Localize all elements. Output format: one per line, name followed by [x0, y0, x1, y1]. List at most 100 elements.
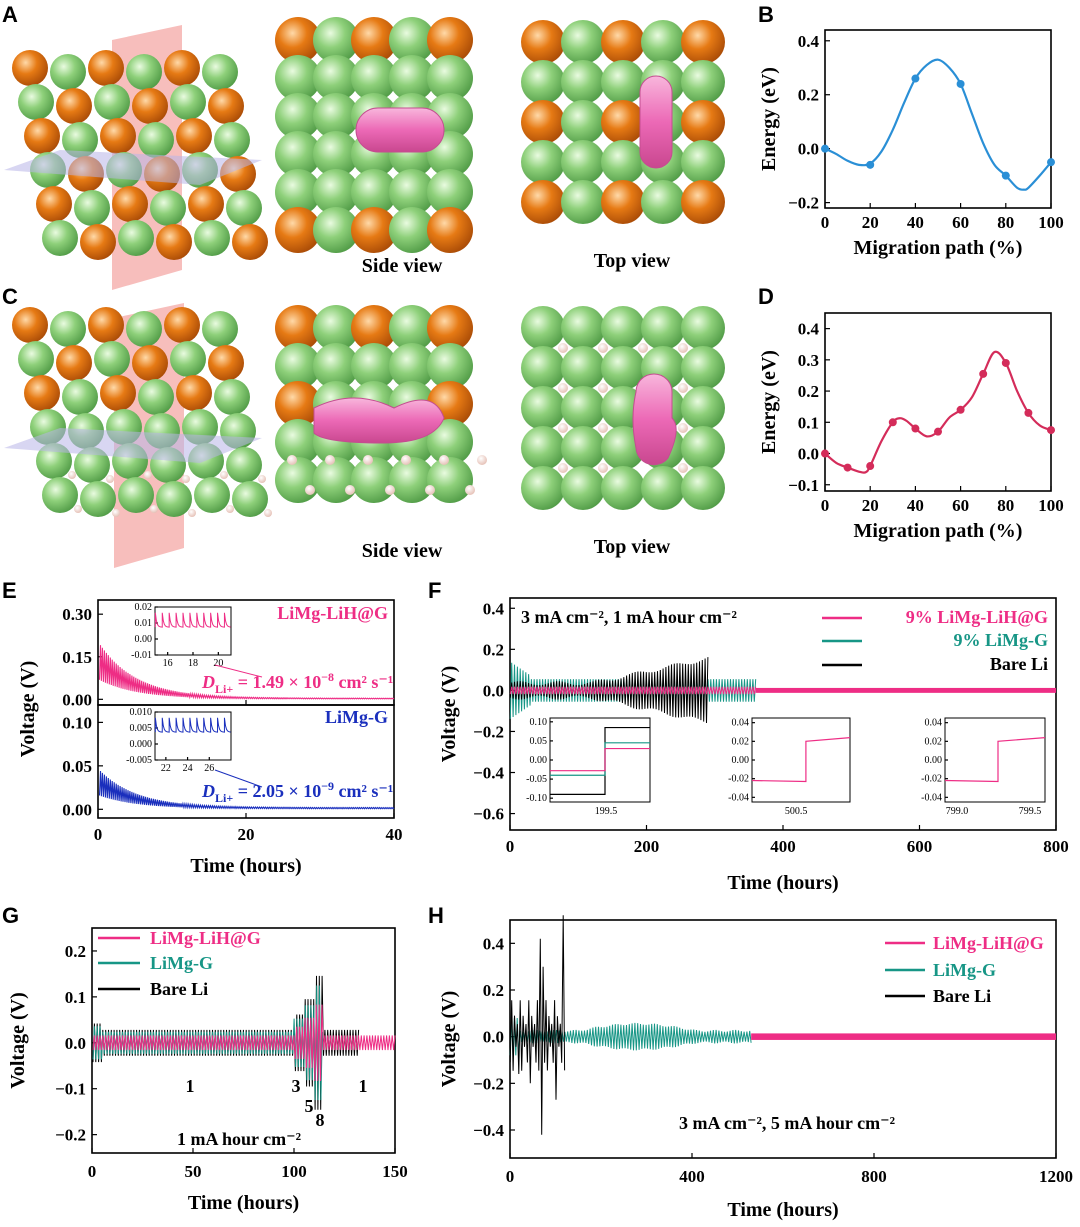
li-atom-icon	[118, 220, 154, 256]
li-atom-icon	[389, 169, 435, 215]
li-atom-icon	[561, 466, 605, 510]
energy-point	[821, 144, 829, 153]
y-tick-label: 0.000	[130, 739, 153, 750]
diffusivity-subscript: Li+	[215, 791, 233, 805]
diffusivity-symbol: D	[201, 672, 215, 692]
side-view-caption-a: Side view	[362, 255, 443, 277]
structure-c-illustrations: Side view Top view	[4, 303, 725, 568]
li-atom-icon	[74, 190, 110, 226]
h-atom-icon	[465, 485, 475, 495]
y-tick-label: 0.15	[62, 648, 92, 667]
li-atom-icon	[681, 60, 725, 104]
x-tick-label: 800	[1043, 837, 1069, 856]
li-atom-icon	[18, 341, 54, 377]
li-atom-icon	[427, 169, 473, 215]
chart-d-energy-profile: 0 20 40 60 80 100 −0.1 0.0 0.1 0.2 0.3 0.4 Migration…	[758, 312, 1064, 542]
h-atom-icon	[678, 343, 688, 353]
y-tick-label: 0.02	[925, 736, 943, 747]
y-tick-label: -0.02	[728, 774, 749, 785]
inset-step-trace	[751, 737, 851, 783]
panel-label-g: G	[2, 903, 19, 928]
h-atom-icon	[598, 463, 608, 473]
li-atom-icon	[681, 346, 725, 390]
energy-point	[843, 463, 852, 472]
x-tick-label: 80	[997, 213, 1014, 232]
h-atom-icon	[182, 475, 190, 483]
y-axis-label: Voltage (V)	[17, 661, 39, 757]
inset-step-trace	[944, 737, 1046, 783]
li-atom-icon	[18, 84, 54, 120]
legend-entry: Bare Li	[990, 654, 1048, 674]
li-atom-icon	[389, 55, 435, 101]
li-atom-icon	[521, 140, 565, 184]
energy-point	[1024, 408, 1033, 417]
mg-atom-icon	[427, 305, 473, 351]
li-atom-icon	[561, 346, 605, 390]
x-axis-label: Time (hours)	[190, 855, 301, 877]
structure-a-illustrations: Side view Top view	[4, 17, 725, 290]
h-atom-icon	[258, 475, 266, 483]
h-atom-icon	[305, 485, 315, 495]
crystal-cube-c	[4, 303, 272, 568]
li-atom-icon	[275, 131, 321, 177]
y-tick-label: 0.2	[483, 981, 504, 1000]
energy-curve	[824, 58, 1052, 191]
y-tick-label: -0.005	[126, 755, 152, 766]
x-tick-label: 100	[1038, 496, 1064, 515]
li-atom-icon	[126, 311, 162, 347]
x-axis-label: Time (hours)	[727, 872, 838, 894]
inset-bg	[550, 718, 650, 802]
x-tick-label: 600	[907, 837, 933, 856]
y-tick-label: 0.00	[732, 755, 750, 766]
energy-point	[956, 79, 965, 88]
li-atom-icon	[226, 447, 262, 483]
li-atom-icon	[313, 305, 359, 351]
diffusivity-exponent: −8	[321, 670, 334, 684]
cut-plane-horizontal	[4, 428, 262, 463]
diffusivity-unit: cm² s⁻¹	[334, 781, 393, 801]
h-atom-icon	[401, 455, 411, 465]
mg-atom-icon	[601, 100, 645, 144]
inset-step-trace	[550, 747, 650, 772]
y-tick-label: -0.04	[921, 792, 942, 803]
mg-atom-icon	[681, 180, 725, 224]
energy-point	[979, 369, 988, 378]
li-atom-icon	[275, 93, 321, 139]
h-atom-icon	[678, 383, 688, 393]
li-atom-icon	[641, 20, 685, 64]
li-atom-icon	[80, 481, 116, 517]
y-axis-label: Voltage (V)	[438, 666, 460, 762]
x-tick-label: 150	[382, 1162, 408, 1181]
li-atom-icon	[313, 93, 359, 139]
mg-atom-icon	[208, 88, 244, 124]
x-tick-label: 20	[213, 658, 223, 669]
legend-limg-lih-g: LiMg-LiH@G	[277, 603, 388, 623]
x-axis-label: Time (hours)	[188, 1192, 299, 1214]
y-tick-label: 0.0	[798, 445, 819, 464]
li-migration-path-icon	[355, 107, 445, 153]
li-atom-icon	[351, 55, 397, 101]
mg-atom-icon	[521, 100, 565, 144]
mg-atom-icon	[351, 305, 397, 351]
h-atom-icon	[220, 471, 228, 479]
x-tick-label: 40	[386, 825, 403, 844]
x-tick-label: 22	[161, 763, 171, 774]
diffusivity-symbol: D	[201, 781, 215, 801]
y-tick-label: −0.4	[473, 764, 504, 783]
series-limg-g	[98, 770, 395, 810]
mg-atom-icon	[80, 224, 116, 260]
li-atom-icon	[170, 84, 206, 120]
li-atom-icon	[521, 386, 565, 430]
h-atom-icon	[598, 343, 608, 353]
y-tick-label: 0.2	[798, 86, 819, 105]
legend-entry: Bare Li	[933, 986, 991, 1006]
li-atom-icon	[641, 306, 685, 350]
y-tick-label: 0.04	[732, 718, 750, 729]
h-atom-icon	[558, 423, 568, 433]
y-tick-label: −0.2	[473, 1074, 504, 1093]
li-atom-icon	[214, 379, 250, 415]
legend-entry: LiMg-LiH@G	[150, 928, 261, 948]
mg-atom-icon	[521, 20, 565, 64]
li-atom-icon	[681, 386, 725, 430]
